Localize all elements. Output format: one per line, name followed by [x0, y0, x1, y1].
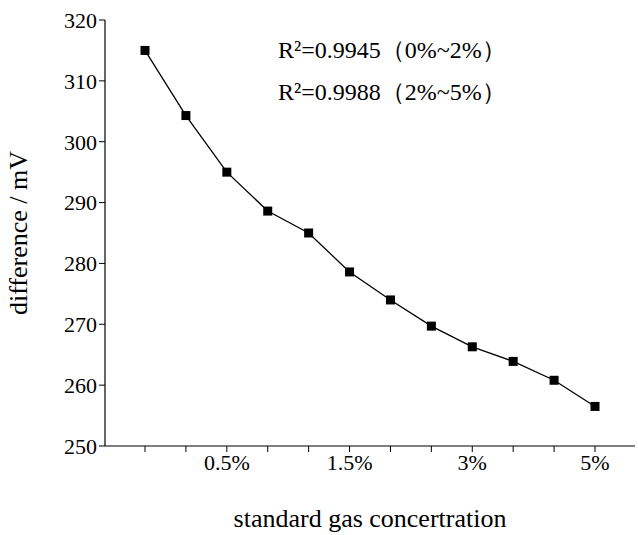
svg-text:310: 310 — [64, 69, 97, 94]
svg-text:300: 300 — [64, 130, 97, 155]
svg-text:270: 270 — [64, 312, 97, 337]
svg-text:290: 290 — [64, 190, 97, 215]
html-text:R²=0.9988（2%~5%）: R²=0.9988（2%~5%） — [278, 79, 506, 105]
svg-text:250: 250 — [64, 434, 97, 459]
svg-text:320: 320 — [64, 8, 97, 33]
html-text:R²=0.9945（0%~2%）: R²=0.9945（0%~2%） — [278, 37, 506, 63]
svg-text:280: 280 — [64, 251, 97, 276]
svg-text:difference / mV: difference / mV — [8, 151, 33, 315]
svg-text:0.5%: 0.5% — [204, 450, 250, 475]
svg-text:260: 260 — [64, 373, 97, 398]
svg-text:1.5%: 1.5% — [327, 450, 373, 475]
svg-text:3%: 3% — [458, 450, 487, 475]
svg-text:5%: 5% — [580, 450, 609, 475]
svg-text:standard gas concertration: standard gas concertration — [234, 504, 507, 533]
